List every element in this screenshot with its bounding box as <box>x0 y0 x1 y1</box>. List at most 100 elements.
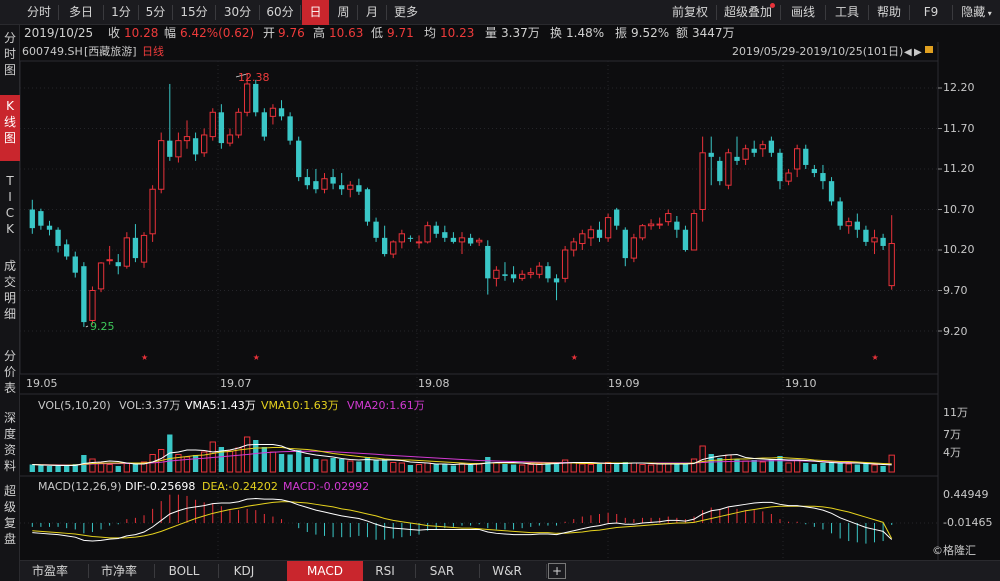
tab-60min[interactable]: 60分 <box>266 5 294 19</box>
tab-30min[interactable]: 30分 <box>223 5 252 19</box>
volume-bar <box>347 460 354 473</box>
volume-bar <box>708 454 714 472</box>
candle-body <box>278 108 285 117</box>
candle-body <box>794 148 801 170</box>
x-tick-label: 19.07 <box>220 377 252 390</box>
avg-label: 均 <box>424 26 437 40</box>
tab-more[interactable]: 更多 <box>393 5 418 19</box>
tab-1min[interactable]: 1分 <box>111 5 131 19</box>
candle-body <box>106 259 113 262</box>
y-tick-label: 11.20 <box>943 162 975 175</box>
chevron-left-icon[interactable]: ◀ <box>904 47 912 58</box>
tab-5min[interactable]: 5分 <box>145 5 166 19</box>
adjust-forward-button[interactable]: 前复权 <box>671 5 708 19</box>
tab-kdj[interactable]: KDJ <box>233 564 255 578</box>
draw-line-button[interactable]: 画线 <box>790 5 815 19</box>
tab-15min[interactable]: 15分 <box>180 5 208 19</box>
left-menu-item[interactable]: 成交明细 <box>3 259 16 321</box>
candle-body <box>820 173 826 182</box>
tab-pe-ratio[interactable]: 市盈率 <box>31 564 68 578</box>
volume-bar <box>690 458 698 473</box>
volume-bar <box>502 464 508 472</box>
volume-bar <box>751 460 757 472</box>
tab-sar[interactable]: SAR <box>429 564 455 578</box>
volume-bar <box>682 463 689 472</box>
chevron-right-icon[interactable]: ▶ <box>914 47 922 58</box>
tab-boll[interactable]: BOLL <box>168 564 200 578</box>
left-menu-item[interactable]: 深度资料 <box>3 411 16 473</box>
volume-bar <box>356 461 362 472</box>
candle-body <box>493 269 500 279</box>
stock-name: [西藏旅游] <box>84 44 137 58</box>
volume-bar <box>253 440 259 472</box>
volume-bar <box>596 464 603 472</box>
tab-daily[interactable]: 日 <box>302 0 329 25</box>
candle-body <box>863 229 869 242</box>
hide-button[interactable]: 隐藏 ▾ <box>953 0 1000 25</box>
stock-code: 600749.SH <box>22 45 83 58</box>
volume-bar <box>734 459 740 472</box>
candle-body <box>647 223 655 227</box>
volume-bar <box>201 451 208 473</box>
volume-bar <box>845 463 852 473</box>
volume-bar <box>330 458 336 472</box>
tab-monthly[interactable]: 月 <box>365 5 378 19</box>
y-tick-label: 12.20 <box>943 81 975 94</box>
volume-bar <box>579 463 586 473</box>
left-menu-item[interactable]: 分时图 <box>3 31 16 77</box>
candle-body <box>321 178 328 190</box>
volume-bar <box>140 461 148 473</box>
tab-multi-day[interactable]: 多日 <box>68 5 93 19</box>
volume-bar <box>278 454 285 472</box>
dropdown-arrow-icon: ▾ <box>985 9 992 18</box>
candle-body <box>269 107 277 117</box>
volume-bar <box>476 463 483 473</box>
tab-macd[interactable]: MACD <box>287 561 363 581</box>
volume-bar <box>106 464 113 473</box>
volume-bar <box>450 465 457 472</box>
vma20-label: VMA20:1.61万 <box>347 399 425 412</box>
candle-body <box>579 233 586 245</box>
tab-rsi[interactable]: RSI <box>375 564 395 578</box>
left-menu-item[interactable]: 分价表 <box>3 349 16 395</box>
volume-bar <box>622 462 628 472</box>
add-tab-icon[interactable]: + <box>548 563 566 579</box>
high-value: 10.63 <box>329 26 364 40</box>
super-overlay-button[interactable]: 超级叠加 <box>723 5 772 19</box>
candle-body <box>167 140 173 157</box>
left-menu-item[interactable]: 超级复盘 <box>3 484 16 546</box>
date-range: 2019/05/29-2019/10/25(101日) <box>732 45 903 58</box>
candle-body <box>235 111 242 136</box>
tab-wr[interactable]: W&R <box>492 564 522 578</box>
tools-button[interactable]: 工具 <box>834 5 859 19</box>
candle-body <box>158 140 165 190</box>
lock-icon[interactable] <box>925 46 933 53</box>
amount-value: 3447万 <box>692 26 735 40</box>
candle-body <box>639 225 646 239</box>
volume-bar <box>828 462 835 472</box>
f9-button[interactable]: F9 <box>923 5 939 19</box>
volume-bar <box>218 447 225 472</box>
candle-body <box>226 134 234 144</box>
volume-bar <box>630 462 638 473</box>
candle-body <box>725 152 732 186</box>
close-value: 10.28 <box>124 26 159 40</box>
y-tick-label: 7万 <box>943 428 961 441</box>
volume-bar <box>287 454 293 472</box>
tab-pb-ratio[interactable]: 市净率 <box>100 564 137 578</box>
close-label: 收 <box>108 26 121 40</box>
volume-bar <box>64 465 70 472</box>
volume-bar <box>725 454 732 473</box>
volume-bar <box>433 464 439 472</box>
stock-chart[interactable]: ★ ★ ★ ★ 600749.SH [西藏旅游] 日线 2019/05/29-2019… <box>20 42 1000 560</box>
tab-intraday[interactable]: 分时 <box>26 5 51 19</box>
candle-body <box>140 234 148 263</box>
change-value: 6.42%(0.62) <box>180 26 255 40</box>
x-tick-label: 19.08 <box>418 377 450 390</box>
amount-label: 额 <box>676 26 689 40</box>
candle-body <box>665 213 672 223</box>
tab-weekly[interactable]: 周 <box>337 5 350 19</box>
help-button[interactable]: 帮助 <box>876 5 901 19</box>
